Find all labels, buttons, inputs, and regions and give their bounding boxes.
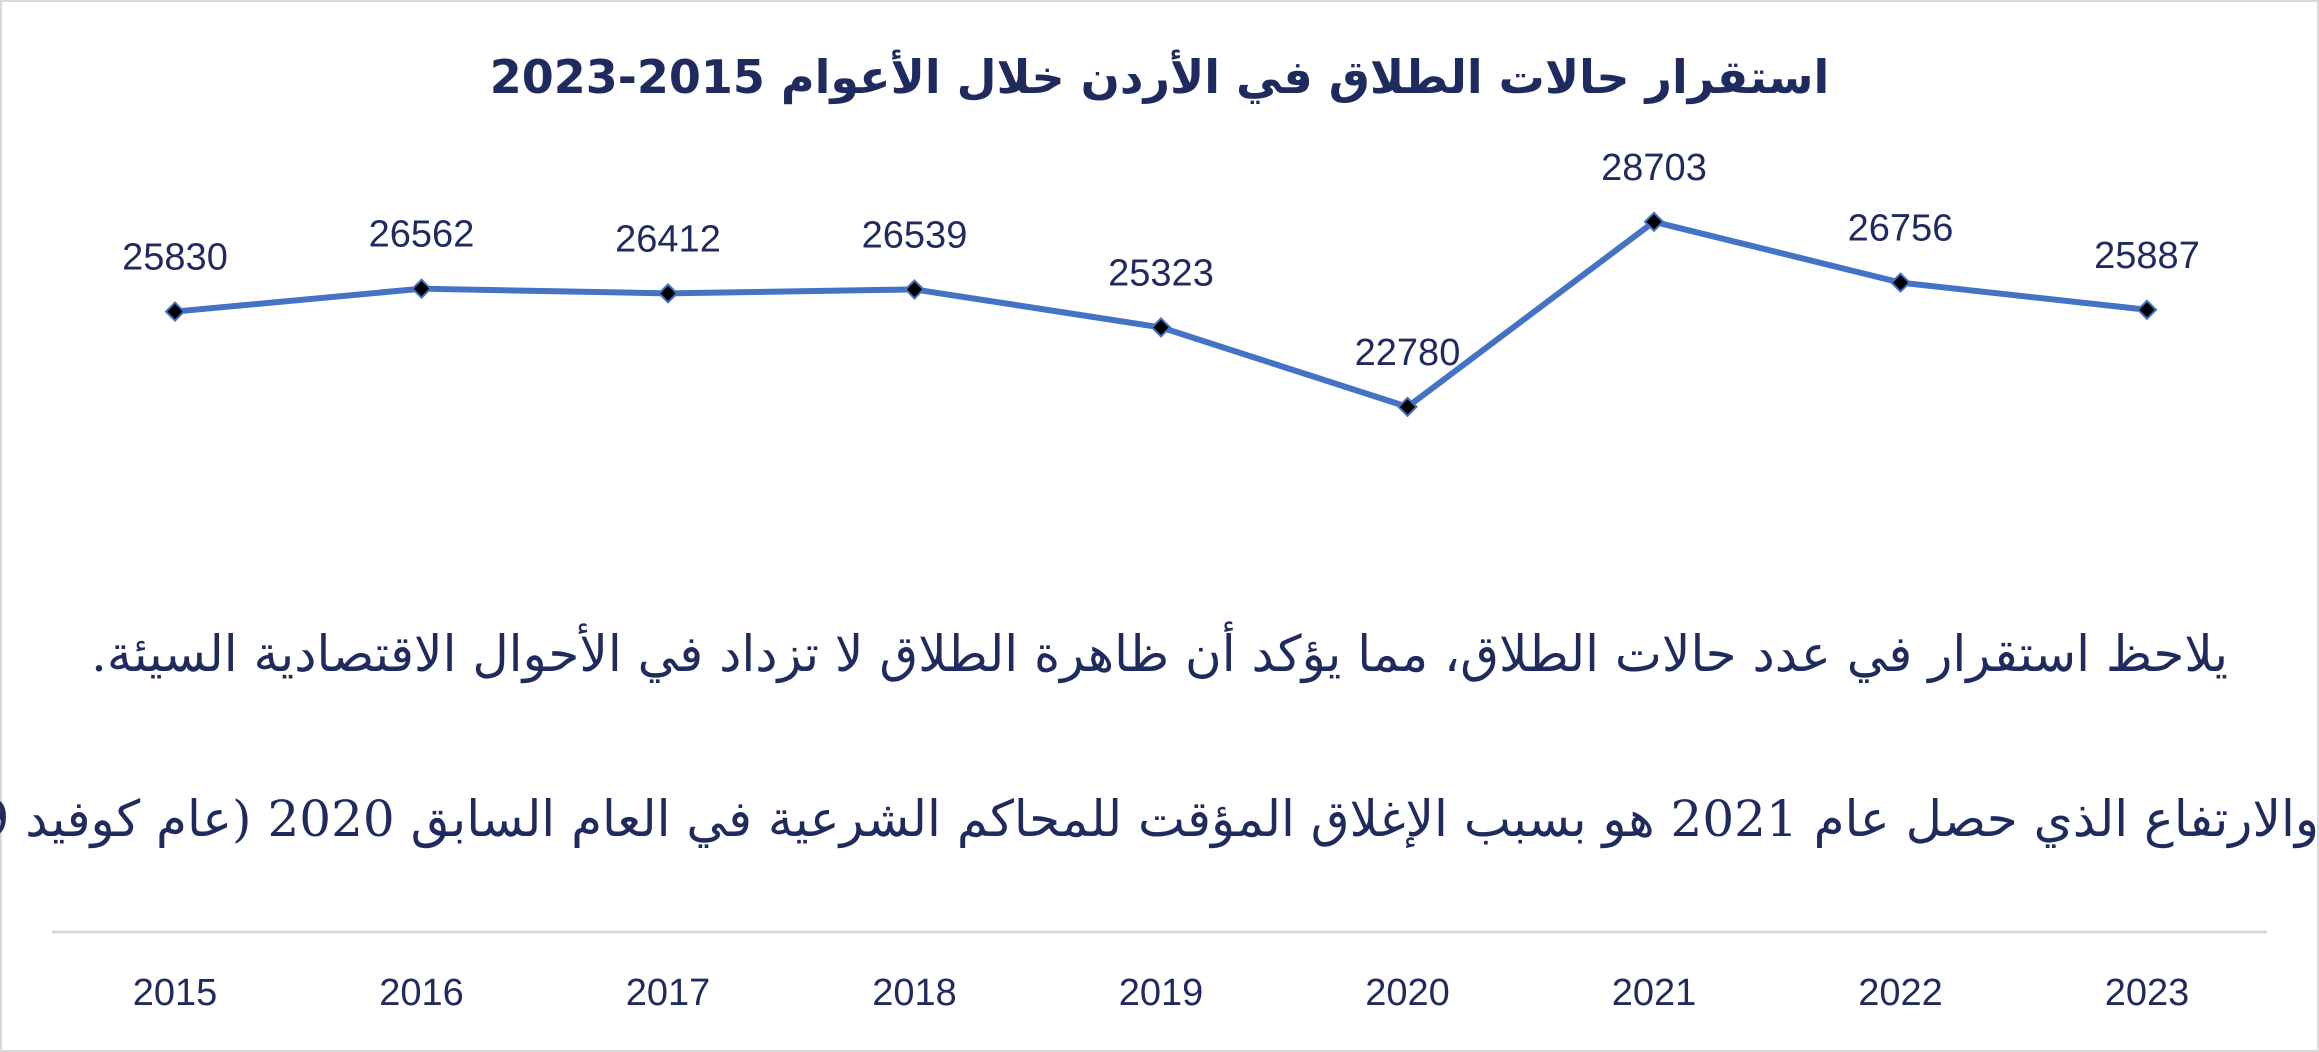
x-tick-label-2023: 2023 [2105, 972, 2190, 1014]
data-point-2020 [1397, 396, 1418, 418]
data-label-2017: 26412 [615, 218, 721, 260]
annotation-2021-rise: والارتفاع الذي حصل عام 2021 هو بسبب الإغ… [0, 790, 2319, 848]
data-point-2019 [1150, 316, 1172, 338]
annotation-stability: يلاحظ استقرار في عدد حالات الطلاق، مما ي… [90, 625, 2228, 683]
data-point-2018 [904, 278, 925, 300]
data-point-2017 [657, 282, 679, 304]
data-label-2015: 25830 [122, 237, 228, 279]
data-point-2016 [411, 278, 432, 300]
data-label-2016: 26562 [369, 214, 475, 256]
chart-title: استقرار حالات الطلاق في الأردن خلال الأع… [489, 50, 1830, 104]
x-tick-label-2018: 2018 [872, 972, 957, 1014]
x-tick-labels: 2015 2016 2017 2018 2019 2020 2021 2022 2023 [133, 972, 2190, 1014]
x-tick-label-2016: 2016 [379, 972, 464, 1014]
data-labels: 25830 26562 26412 26539 25323 22780 28703 26756… [122, 147, 2200, 374]
data-point-2015 [164, 301, 186, 322]
data-label-2021: 28703 [1601, 147, 1707, 189]
x-tick-label-2022: 2022 [1858, 972, 1943, 1014]
x-tick-label-2020: 2020 [1365, 972, 1450, 1014]
data-label-2023: 25887 [2094, 235, 2200, 277]
x-tick-label-2015: 2015 [133, 972, 218, 1014]
data-label-2022: 26756 [1848, 208, 1954, 250]
data-label-2020: 22780 [1355, 332, 1461, 374]
x-tick-label-2017: 2017 [626, 972, 711, 1014]
data-point-2021 [1643, 211, 1665, 233]
data-label-2018: 26539 [862, 214, 968, 256]
data-markers [164, 211, 2158, 418]
data-point-2023 [2136, 299, 2158, 321]
data-label-2019: 25323 [1108, 252, 1214, 294]
x-tick-label-2019: 2019 [1119, 972, 1204, 1014]
x-tick-label-2021: 2021 [1612, 972, 1697, 1014]
data-point-2022 [1890, 272, 1911, 294]
